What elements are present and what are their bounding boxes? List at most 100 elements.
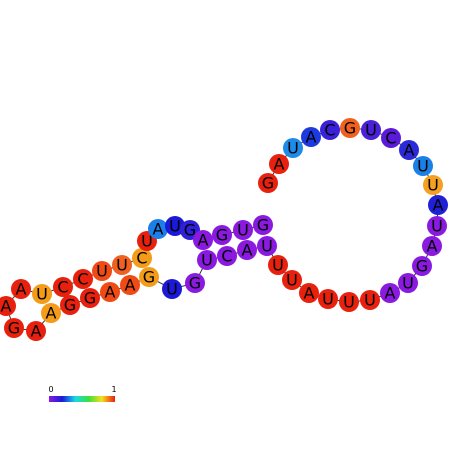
nucleotide	[423, 175, 443, 195]
nucleotide	[80, 288, 100, 308]
nucleotide	[92, 261, 112, 281]
nucleotide-label: U	[417, 157, 429, 176]
nucleotide	[32, 284, 52, 304]
nucleotide-label: C	[385, 129, 396, 148]
colorbar	[49, 396, 115, 402]
nucleotide-label: U	[427, 176, 439, 195]
nucleotide	[162, 279, 182, 299]
nucleotide-label: A	[274, 155, 285, 174]
nucleotide	[26, 321, 46, 341]
nucleotide-label: G	[64, 296, 76, 315]
nucleotide	[120, 275, 140, 295]
nucleotide	[100, 282, 120, 302]
nucleotide	[53, 277, 73, 297]
nucleotide-label: G	[143, 268, 155, 287]
nucleotide	[253, 215, 273, 235]
nucleotide	[0, 296, 16, 316]
nucleotide-label: U	[169, 217, 181, 236]
nucleotide-label: A	[1, 297, 12, 316]
colorbar-min: 0	[48, 385, 53, 394]
nucleotide	[165, 216, 185, 236]
nucleotide	[258, 173, 278, 193]
nucleotide	[11, 279, 31, 299]
nucleotide-label: C	[221, 247, 232, 266]
nucleotide-label: G	[262, 174, 274, 193]
nucleotide	[399, 140, 419, 160]
nucleotide-label: G	[416, 257, 428, 276]
nucleotide	[361, 120, 381, 140]
nucleotide-label: U	[286, 271, 298, 290]
nucleotide-label: C	[324, 121, 335, 140]
colorbar-max: 1	[111, 385, 116, 394]
nucleotide-label: U	[141, 232, 153, 251]
nucleotide-label: A	[31, 322, 42, 341]
nucleotide	[412, 256, 432, 276]
nucleotide	[237, 240, 257, 260]
nucleotide	[427, 216, 447, 236]
nucleotide	[320, 120, 340, 140]
nucleotide-label: A	[433, 196, 444, 215]
nucleotide-label: A	[304, 284, 315, 303]
nucleotide-label: A	[125, 276, 136, 295]
nucleotide-label: A	[306, 128, 317, 147]
nucleotide	[217, 246, 237, 266]
nucleotide	[381, 128, 401, 148]
nucleotide-label: A	[105, 283, 116, 302]
nucleotide	[233, 220, 253, 240]
nucleotide-label: C	[77, 270, 88, 289]
nucleotide-label: A	[16, 280, 27, 299]
nucleotide	[301, 127, 321, 147]
nucleotide	[268, 255, 288, 275]
nucleotide	[282, 270, 302, 290]
nucleotide	[73, 269, 93, 289]
nucleotide	[4, 318, 24, 338]
nucleotide-label: G	[344, 119, 356, 138]
nucleotide-label: U	[96, 262, 108, 281]
nucleotide	[428, 195, 448, 215]
nucleotide-label: G	[216, 226, 228, 245]
nucleotide-label: U	[36, 285, 48, 304]
nucleotide-label: U	[272, 256, 284, 275]
nucleotide	[132, 248, 152, 268]
nucleotide-label: U	[365, 121, 377, 140]
nucleotide	[185, 273, 205, 293]
nucleotide-label: G	[184, 221, 196, 240]
nucleotide-label: A	[198, 231, 209, 250]
nucleotide-label: U	[201, 251, 213, 270]
nucleotide	[318, 289, 338, 309]
nucleotide	[148, 219, 168, 239]
nucleotide-label: U	[431, 217, 443, 236]
nucleotide-label: U	[322, 290, 334, 309]
nucleotide-label: A	[242, 241, 253, 260]
nucleotide	[60, 295, 80, 315]
nucleotide	[139, 267, 159, 287]
nucleotide	[193, 230, 213, 250]
nucleotide	[212, 225, 232, 245]
nucleotide-label: A	[404, 141, 415, 160]
nucleotide-label: A	[153, 220, 164, 239]
nucleotide-label: C	[136, 249, 147, 268]
nucleotide-label: U	[166, 280, 178, 299]
nucleotide-label: U	[116, 256, 128, 275]
nucleotide-label: G	[189, 274, 201, 293]
nucleotide	[269, 154, 289, 174]
nucleotide-label: U	[237, 221, 249, 240]
nucleotide-label: C	[57, 278, 68, 297]
nucleotide-label: U	[364, 291, 376, 310]
nucleotide	[257, 236, 277, 256]
nucleotide-label: G	[257, 216, 269, 235]
nucleotide-label: A	[46, 304, 57, 323]
nucleotide	[41, 303, 61, 323]
nucleotide	[398, 273, 418, 293]
nucleotide	[380, 283, 400, 303]
nucleotide-label: U	[287, 139, 299, 158]
nucleotide	[422, 236, 442, 256]
nucleotide-label: U	[402, 274, 414, 293]
nucleotide-label: A	[427, 237, 438, 256]
nucleotide-label: A	[385, 284, 396, 303]
nucleotide	[197, 250, 217, 270]
nucleotide	[360, 290, 380, 310]
nucleotide	[283, 138, 303, 158]
